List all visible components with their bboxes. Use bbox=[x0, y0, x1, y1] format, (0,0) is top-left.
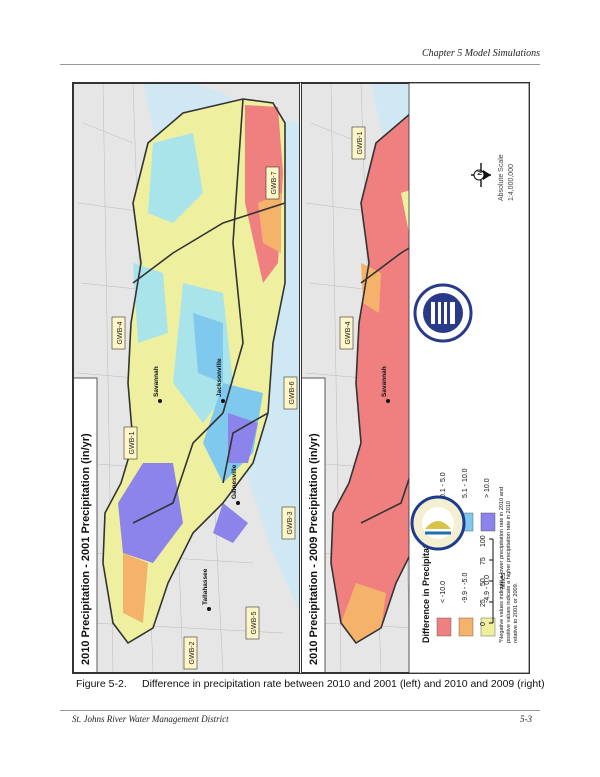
map-title-block: 2010 Precipitation - 2009 Precipitation … bbox=[301, 377, 326, 673]
gwb-label: GWB-4 bbox=[345, 321, 352, 344]
figure-number: Figure 5-2. bbox=[76, 678, 127, 690]
city-label: Tallahassee bbox=[430, 568, 437, 605]
gwb-label: GWB-3 bbox=[287, 511, 294, 534]
gwb-label: GWB-4 bbox=[117, 321, 124, 344]
gwb-label: GWB-5 bbox=[251, 611, 258, 634]
city-label: Savannah bbox=[153, 366, 160, 397]
map-title: 2010 Precipitation - 2009 Precipitation … bbox=[308, 433, 320, 665]
map-2010-2009: GWB-1 GWB-2 GWB-3 GWB-4 GWB-5 GWB-6 GWB-… bbox=[301, 83, 528, 673]
gwb-label: GWB-2 bbox=[417, 641, 424, 664]
city-label: Gainesville bbox=[231, 464, 238, 499]
map-title: 2010 Precipitation - 2001 Precipitation … bbox=[80, 433, 92, 665]
footer-organization: St. Johns River Water Management Distric… bbox=[72, 714, 229, 724]
footer-rule bbox=[60, 710, 540, 711]
gwb-label: GWB-2 bbox=[189, 641, 196, 664]
gwb-labels: GWB-1 GWB-2 GWB-3 GWB-4 GWB-5 GWB-6 GWB-… bbox=[111, 166, 298, 670]
map-2010-2009-svg: GWB-1 GWB-2 GWB-3 GWB-4 GWB-5 GWB-6 GWB-… bbox=[301, 83, 528, 673]
gwb-label: GWB-1 bbox=[129, 431, 136, 454]
city-label: Jacksonville bbox=[444, 358, 451, 397]
map-title-block: 2010 Precipitation - 2001 Precipitation … bbox=[73, 377, 98, 673]
city-label: Tallahassee bbox=[202, 568, 209, 605]
city-label: Savannah bbox=[381, 366, 388, 397]
header-rule bbox=[60, 64, 540, 65]
gwb-label: GWB-6 bbox=[289, 381, 296, 404]
page-number: 5-3 bbox=[520, 714, 532, 724]
figure-frame: GWB-1 GWB-2 GWB-3 GWB-4 GWB-5 GWB-6 GWB-… bbox=[72, 82, 530, 674]
gwb-label: GWB-1 bbox=[357, 131, 364, 154]
gwb-label: GWB-3 bbox=[511, 511, 518, 534]
gwb-boundaries bbox=[102, 98, 286, 645]
city-label: Gainesville bbox=[459, 464, 466, 499]
gwb-label: GWB-6 bbox=[513, 381, 520, 404]
chapter-header: Chapter 5 Model Simulations bbox=[421, 48, 540, 59]
gwb-label: GWB-5 bbox=[479, 611, 486, 634]
city-label: Jacksonville bbox=[216, 358, 223, 397]
figure-caption-text: Difference in precipitation rate between… bbox=[142, 678, 545, 690]
map-2010-2001: GWB-1 GWB-2 GWB-3 GWB-4 GWB-5 GWB-6 GWB-… bbox=[73, 83, 300, 673]
gwb-label: GWB-7 bbox=[499, 171, 506, 194]
city-markers: Savannah Jacksonville Gainesville Tallah… bbox=[153, 358, 240, 611]
map-2010-2001-svg: GWB-1 GWB-2 GWB-3 GWB-4 GWB-5 GWB-6 GWB-… bbox=[73, 83, 300, 673]
gwb-label: GWB-7 bbox=[271, 171, 278, 194]
